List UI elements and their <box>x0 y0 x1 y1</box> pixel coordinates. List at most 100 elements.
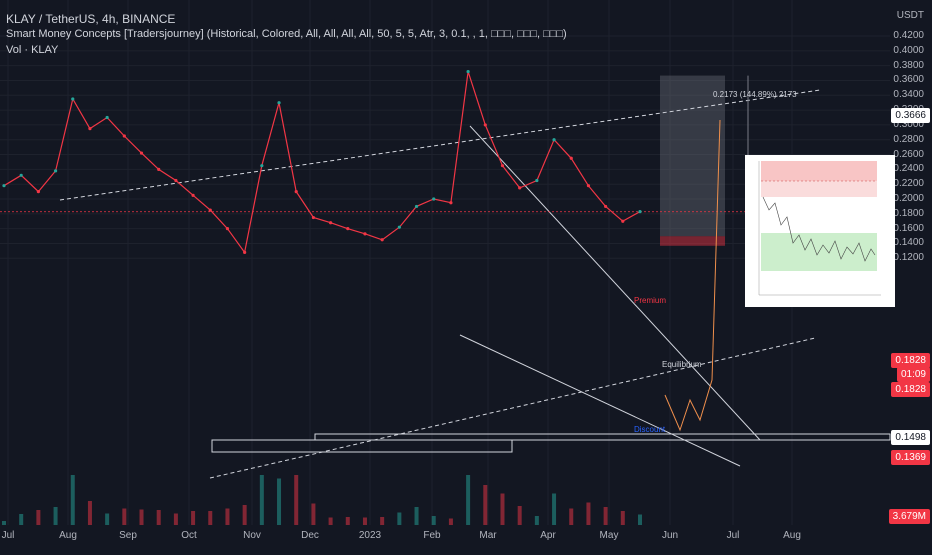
x-tick-label: Oct <box>181 530 197 541</box>
price-point <box>500 164 505 168</box>
price-line <box>3 71 641 254</box>
volume-bar <box>277 478 282 525</box>
y-tick-label: 0.2600 <box>893 148 924 160</box>
volume-bar <box>414 507 419 525</box>
price-point <box>414 204 419 209</box>
price-point <box>88 127 92 131</box>
inset-chart-graphic <box>758 161 881 296</box>
price-point <box>71 97 75 101</box>
volume-bar <box>225 508 230 525</box>
chart-title: KLAY / TetherUS, 4h, BINANCE <box>6 12 176 26</box>
indicator-legend[interactable]: Smart Money Concepts [Tradersjourney] (H… <box>6 28 567 40</box>
price-point <box>552 138 556 142</box>
price-point <box>380 238 384 242</box>
price-point <box>174 178 178 183</box>
demand-zone-box <box>211 439 513 453</box>
volume-bar <box>328 517 333 525</box>
projected-path <box>664 119 721 432</box>
support-price-tag: 0.1498 <box>891 430 930 445</box>
falling-wedge-lower <box>459 334 741 467</box>
volume-bar <box>70 475 75 525</box>
x-tick-label: Aug <box>59 530 77 541</box>
y-tick-label: 0.2400 <box>893 163 924 175</box>
x-tick-label: Apr <box>540 530 556 541</box>
volume-bar <box>345 517 350 525</box>
price-point <box>139 151 144 155</box>
price-point <box>346 227 350 231</box>
volume-bar <box>380 517 385 525</box>
price-point <box>225 227 230 231</box>
price-point <box>122 134 126 138</box>
falling-wedge-upper <box>469 125 761 441</box>
price-point <box>483 123 487 127</box>
volume-bar <box>53 507 58 525</box>
price-point <box>294 190 298 194</box>
current-price-tag: 0.1828 <box>891 353 930 368</box>
volume-bar <box>552 493 557 525</box>
volume-legend[interactable]: Vol · KLAY <box>6 44 59 56</box>
volume-bar <box>139 509 144 525</box>
last-price-tag: 0.1828 <box>891 382 930 397</box>
lower-channel-line <box>209 337 816 479</box>
y-tick-label: 0.3000 <box>893 118 924 130</box>
y-tick-label: 0.1600 <box>893 222 924 234</box>
upper-channel-line <box>59 89 821 201</box>
price-point <box>260 164 264 168</box>
y-tick-label: 0.4200 <box>893 30 924 41</box>
price-point <box>53 169 58 173</box>
y-tick-label: 0.1200 <box>893 252 924 264</box>
x-tick-label: Feb <box>423 530 441 541</box>
price-point <box>191 193 195 197</box>
volume-bar <box>569 508 574 525</box>
volume-bar <box>500 493 505 525</box>
x-tick-label: Sep <box>119 530 137 541</box>
grid <box>0 0 890 525</box>
x-tick-label: Jul <box>726 530 740 541</box>
volume-bar <box>294 475 299 525</box>
y-tick-label: 0.4000 <box>893 44 924 56</box>
price-point <box>277 101 281 105</box>
volume-bar <box>534 516 539 525</box>
volume-bar <box>586 502 591 525</box>
x-tick-label: Mar <box>479 530 497 541</box>
x-tick-label: May <box>599 530 619 541</box>
price-point <box>397 225 401 229</box>
price-point <box>586 184 591 188</box>
projection-label: 0.2173 (144.89%) 2173 <box>713 90 797 99</box>
price-series <box>2 69 642 254</box>
price-point <box>36 190 40 194</box>
x-tick-label: Nov <box>243 530 261 541</box>
y-tick-label: 0.1800 <box>893 207 924 219</box>
price-point <box>243 250 247 254</box>
price-point <box>621 219 625 223</box>
volume-bars <box>2 475 642 525</box>
volume-tag: 3.679M <box>888 509 930 524</box>
volume-bar <box>242 505 247 525</box>
y-tick-label: 0.2000 <box>893 193 924 205</box>
volume-bar <box>431 516 436 525</box>
y-tick-label: 0.1400 <box>893 237 924 249</box>
price-point <box>363 232 367 236</box>
currency-label: USDT <box>896 10 924 21</box>
volume-bar <box>397 512 402 525</box>
volume-bar <box>105 513 110 525</box>
volume-bar <box>122 508 127 525</box>
x-tick-label: Jun <box>661 530 679 541</box>
price-point <box>604 204 608 209</box>
volume-bar <box>36 510 41 525</box>
volume-bar <box>208 511 213 525</box>
volume-bar <box>87 501 92 525</box>
price-point <box>535 178 539 183</box>
x-tick-label: 2023 <box>358 530 382 541</box>
price-point <box>638 210 642 214</box>
y-tick-label: 0.3800 <box>893 59 924 71</box>
price-point <box>328 221 333 225</box>
y-tick-label: 0.3600 <box>893 74 924 86</box>
x-tick-label: Jul <box>1 530 15 541</box>
price-point <box>2 184 6 188</box>
volume-bar <box>173 513 178 525</box>
volume-bar <box>448 518 453 525</box>
inset-chart-image <box>745 155 895 307</box>
